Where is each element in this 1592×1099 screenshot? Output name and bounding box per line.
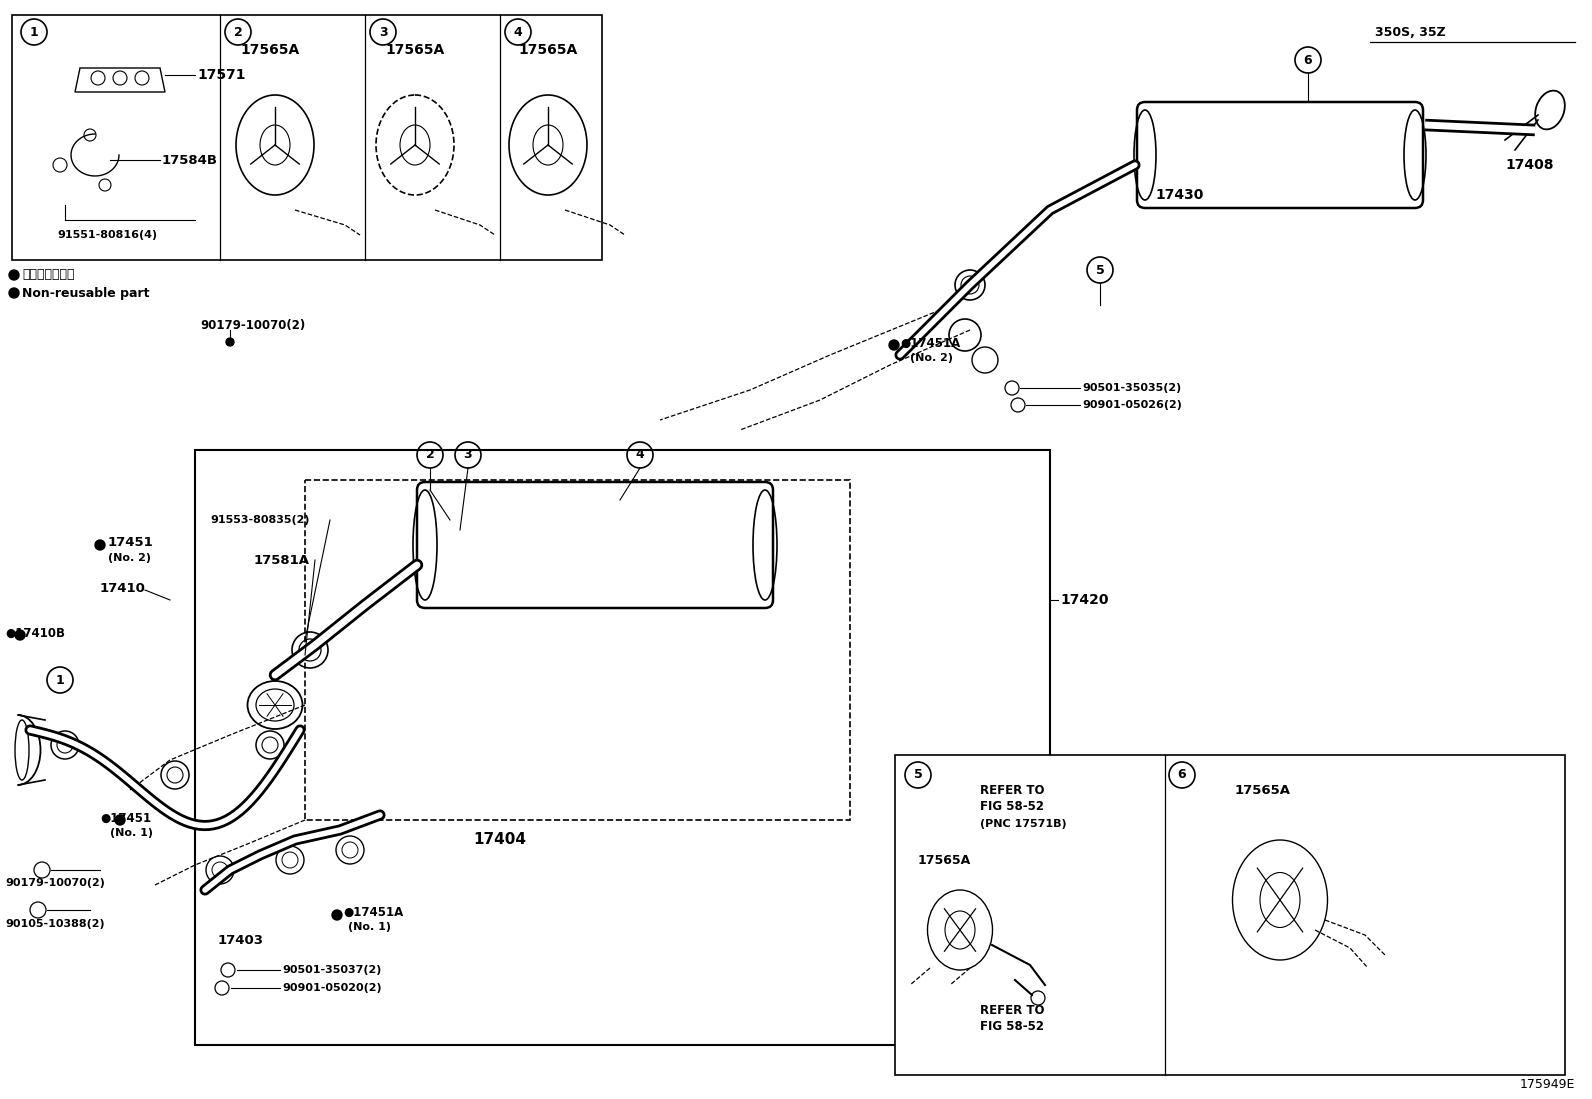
FancyBboxPatch shape bbox=[895, 755, 1565, 1075]
Text: Non-reusable part: Non-reusable part bbox=[22, 287, 150, 300]
Text: 90501-35035(2): 90501-35035(2) bbox=[1083, 382, 1181, 393]
Text: ●17451A: ●17451A bbox=[899, 336, 960, 349]
Text: (No. 2): (No. 2) bbox=[108, 553, 151, 563]
Text: ●17410B: ●17410B bbox=[5, 626, 65, 640]
Text: 17584B: 17584B bbox=[162, 154, 218, 167]
Text: 17565A: 17565A bbox=[919, 854, 971, 866]
Text: 1: 1 bbox=[30, 25, 38, 38]
Text: 17571: 17571 bbox=[197, 68, 245, 82]
Circle shape bbox=[333, 910, 342, 920]
Text: 90179-10070(2): 90179-10070(2) bbox=[5, 878, 105, 888]
Text: REFER TO: REFER TO bbox=[981, 1003, 1044, 1017]
Text: 90501-35037(2): 90501-35037(2) bbox=[282, 965, 382, 975]
Text: 17581A: 17581A bbox=[255, 554, 310, 566]
Text: 90901-05020(2): 90901-05020(2) bbox=[282, 983, 382, 993]
Text: 17565A: 17565A bbox=[240, 43, 299, 57]
Text: 3: 3 bbox=[379, 25, 387, 38]
Circle shape bbox=[14, 630, 25, 640]
Text: 1: 1 bbox=[56, 674, 64, 687]
Text: 2: 2 bbox=[425, 448, 435, 462]
Text: 175949E: 175949E bbox=[1520, 1078, 1574, 1091]
Text: 5: 5 bbox=[914, 768, 922, 781]
Text: ●17451A: ●17451A bbox=[342, 906, 403, 919]
Text: 350S, 35Z: 350S, 35Z bbox=[1375, 26, 1446, 40]
Text: (No. 1): (No. 1) bbox=[110, 828, 153, 839]
Text: 90179-10070(2): 90179-10070(2) bbox=[201, 319, 306, 332]
Text: 4: 4 bbox=[514, 25, 522, 38]
Text: FIG 58-52: FIG 58-52 bbox=[981, 800, 1044, 813]
Text: ●17451: ●17451 bbox=[100, 811, 151, 824]
Text: 17408: 17408 bbox=[1506, 158, 1554, 173]
Text: 90105-10388(2): 90105-10388(2) bbox=[5, 919, 105, 929]
Text: 17451: 17451 bbox=[108, 535, 154, 548]
Text: 4: 4 bbox=[635, 448, 645, 462]
Text: 6: 6 bbox=[1178, 768, 1186, 781]
Text: (PNC 17571B): (PNC 17571B) bbox=[981, 819, 1067, 829]
Text: 3: 3 bbox=[463, 448, 473, 462]
FancyBboxPatch shape bbox=[194, 449, 1051, 1045]
Text: 17565A: 17565A bbox=[385, 43, 444, 57]
Text: 17565A: 17565A bbox=[1235, 784, 1291, 797]
Text: 17403: 17403 bbox=[218, 933, 264, 946]
Text: FIG 58-52: FIG 58-52 bbox=[981, 1021, 1044, 1033]
Text: 90901-05026(2): 90901-05026(2) bbox=[1083, 400, 1181, 410]
Text: 6: 6 bbox=[1304, 54, 1312, 67]
Text: 91551-80816(4): 91551-80816(4) bbox=[57, 230, 158, 240]
Circle shape bbox=[10, 288, 19, 298]
Text: 17430: 17430 bbox=[1156, 188, 1204, 202]
Text: (No. 1): (No. 1) bbox=[349, 922, 392, 932]
Text: 17420: 17420 bbox=[1060, 593, 1108, 607]
Text: 17565A: 17565A bbox=[519, 43, 578, 57]
Circle shape bbox=[226, 338, 234, 346]
Text: 91553-80835(2): 91553-80835(2) bbox=[210, 515, 310, 525]
FancyBboxPatch shape bbox=[13, 15, 602, 260]
Text: 2: 2 bbox=[234, 25, 242, 38]
Text: 5: 5 bbox=[1095, 264, 1105, 277]
Circle shape bbox=[115, 815, 126, 825]
Text: 再使用不可部品: 再使用不可部品 bbox=[22, 268, 75, 281]
Circle shape bbox=[888, 340, 899, 349]
Text: 17404: 17404 bbox=[473, 833, 527, 847]
Text: (No. 2): (No. 2) bbox=[911, 353, 954, 363]
Text: 17410: 17410 bbox=[100, 581, 146, 595]
FancyBboxPatch shape bbox=[306, 480, 850, 820]
Circle shape bbox=[96, 540, 105, 550]
Circle shape bbox=[10, 270, 19, 280]
Text: REFER TO: REFER TO bbox=[981, 784, 1044, 797]
